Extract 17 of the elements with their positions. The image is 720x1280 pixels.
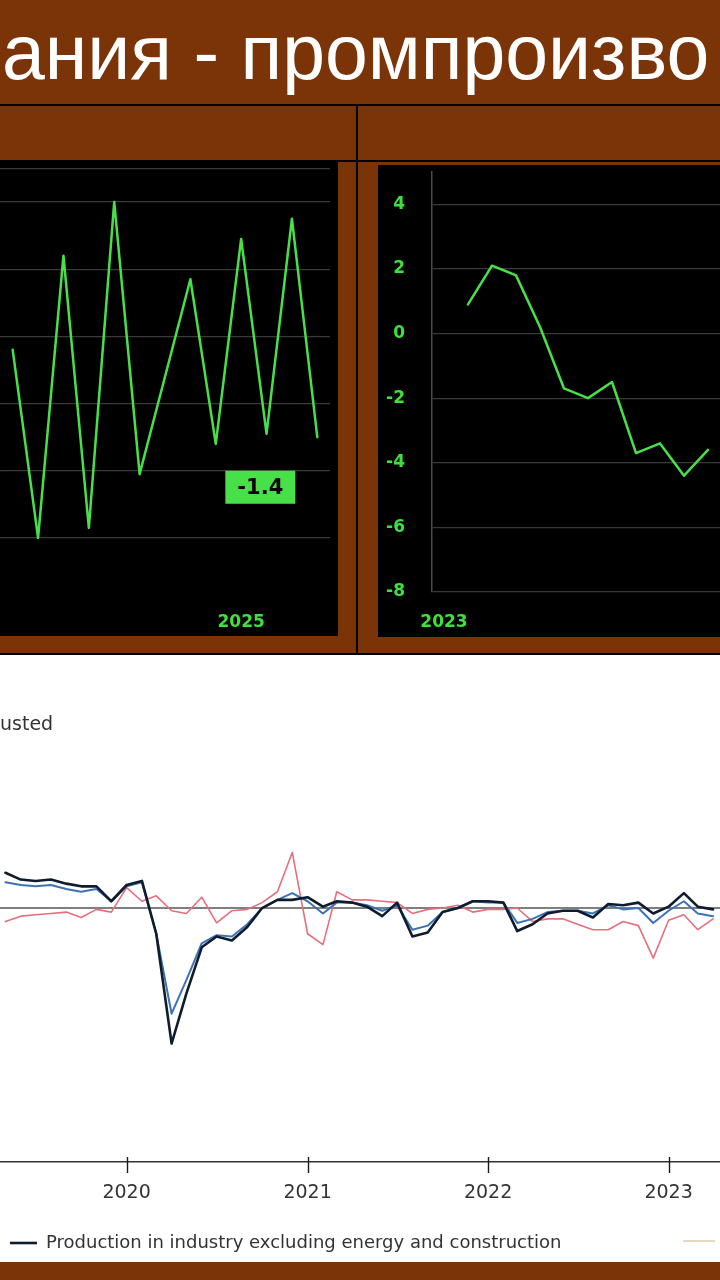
y-tick-label: 4 bbox=[393, 192, 406, 213]
y-tick-label: -6 bbox=[386, 515, 405, 536]
y-tick-label: -8 bbox=[386, 580, 405, 601]
chart-subtitle: usted bbox=[0, 712, 54, 734]
legend-label: Production in industry excluding energy and construction bbox=[46, 1230, 562, 1252]
y-tick-label: 0 bbox=[393, 321, 406, 342]
y-tick-label: -2 bbox=[386, 386, 405, 407]
x-tick-label: 2022 bbox=[463, 1180, 513, 1203]
x-tick-label: 2021 bbox=[283, 1180, 332, 1203]
annotation: -1.4 bbox=[237, 474, 284, 499]
chart-title: ания - промпроизво bbox=[1, 8, 711, 97]
y-tick-label: 2 bbox=[393, 257, 405, 278]
y-tick-label: -4 bbox=[386, 451, 406, 472]
text: 2025 bbox=[217, 611, 265, 632]
x-tick-label: 2023 bbox=[644, 1180, 693, 1203]
x-tick-label: 2023 bbox=[420, 610, 468, 631]
x-tick-label: 2020 bbox=[102, 1180, 151, 1203]
